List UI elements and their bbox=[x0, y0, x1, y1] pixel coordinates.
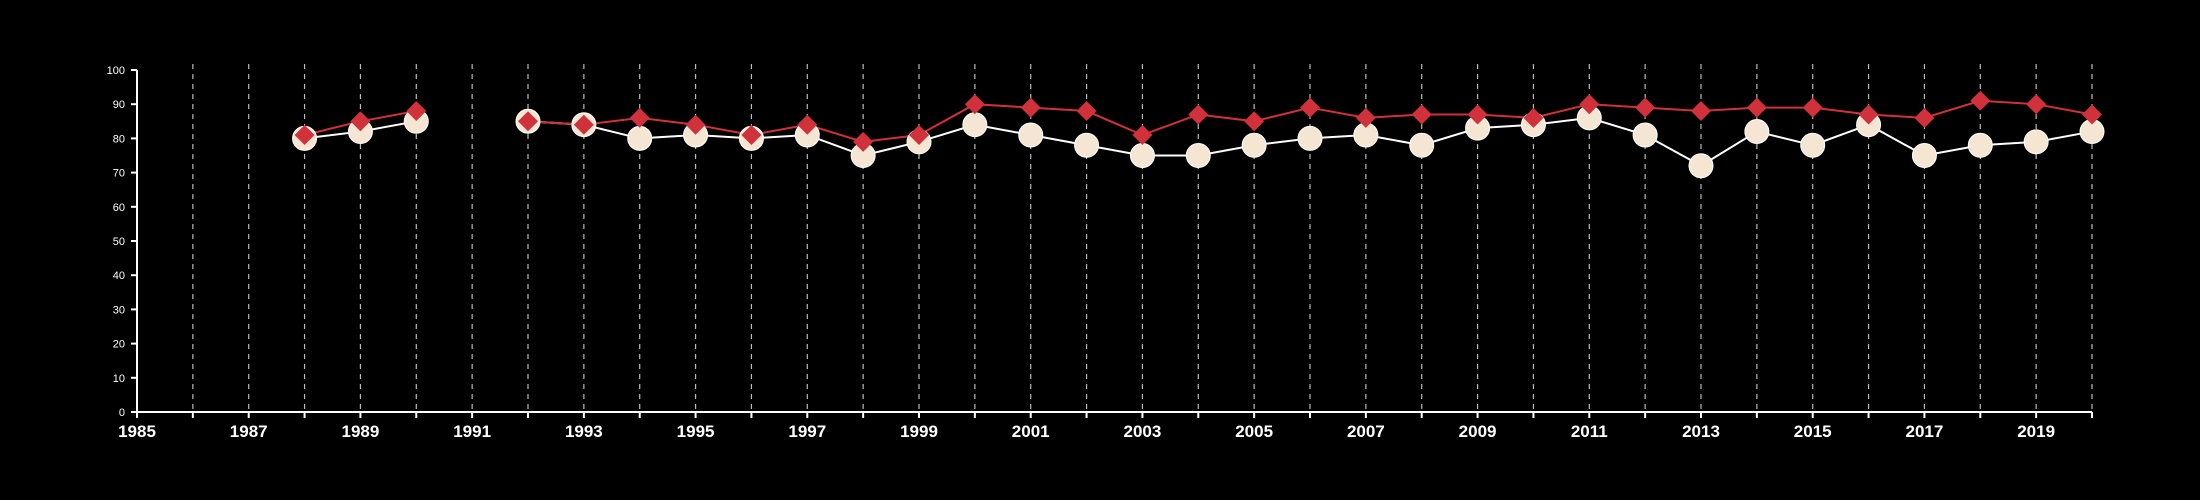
data-point-diamond bbox=[1132, 124, 1153, 145]
x-tick-label: 2005 bbox=[1235, 422, 1273, 441]
data-point-circle bbox=[1185, 143, 1211, 168]
data-point-diamond bbox=[1579, 94, 1600, 115]
data-point-circle bbox=[1297, 125, 1323, 151]
x-tick-label: 1997 bbox=[788, 422, 826, 441]
data-point-diamond bbox=[1244, 111, 1265, 132]
x-tick-label: 1987 bbox=[230, 422, 268, 441]
data-point-circle bbox=[1688, 153, 1714, 179]
data-point-diamond bbox=[1300, 97, 1320, 118]
data-point-circle bbox=[627, 125, 653, 151]
data-point-diamond bbox=[1691, 101, 1711, 122]
x-tick-label: 2009 bbox=[1459, 422, 1497, 441]
data-point-diamond bbox=[1746, 97, 1767, 118]
data-point-diamond bbox=[406, 101, 427, 122]
data-point-diamond bbox=[350, 111, 371, 132]
y-tick-label: 40 bbox=[113, 270, 125, 282]
data-point-diamond bbox=[2082, 104, 2102, 125]
axes bbox=[131, 69, 2093, 418]
y-tick-label: 30 bbox=[113, 304, 125, 316]
data-point-diamond bbox=[2026, 94, 2047, 115]
data-point-diamond bbox=[1467, 104, 1488, 125]
y-tick-label: 90 bbox=[113, 99, 125, 111]
x-tick-label: 2019 bbox=[2017, 422, 2055, 441]
series bbox=[292, 90, 2105, 179]
x-tick-label: 2011 bbox=[1571, 422, 1608, 441]
data-point-diamond bbox=[629, 107, 650, 128]
data-point-diamond bbox=[1635, 97, 1656, 118]
data-point-diamond bbox=[797, 114, 818, 135]
data-point-diamond bbox=[1355, 107, 1376, 128]
data-point-circle bbox=[2023, 129, 2049, 155]
x-tick-label: 1995 bbox=[677, 422, 715, 441]
data-point-diamond bbox=[1020, 97, 1041, 118]
data-point-circle bbox=[1074, 132, 1100, 158]
y-tick-label: 70 bbox=[113, 168, 125, 180]
data-point-circle bbox=[1409, 132, 1435, 158]
y-tick-label: 10 bbox=[113, 373, 125, 385]
data-point-diamond bbox=[573, 114, 594, 135]
tick-labels: 0 10 20 30 40 50 60 70 80 90 100 1985 1987 1989 1991 19… bbox=[107, 65, 2055, 441]
data-point-circle bbox=[1967, 132, 1993, 158]
data-point-circle bbox=[1632, 122, 1658, 148]
data-point-diamond bbox=[518, 111, 538, 132]
data-point-diamond bbox=[1523, 107, 1544, 128]
data-point-diamond bbox=[853, 131, 874, 152]
y-tick-label: 50 bbox=[113, 236, 125, 248]
data-point-diamond bbox=[964, 94, 985, 115]
data-point-circle bbox=[1800, 132, 1826, 158]
data-point-circle bbox=[1129, 143, 1155, 168]
gridlines bbox=[192, 64, 2093, 412]
data-point-circle bbox=[1911, 143, 1937, 168]
data-point-diamond bbox=[1858, 104, 1879, 125]
x-tick-label: 2001 bbox=[1012, 422, 1050, 441]
x-tick-label: 2017 bbox=[1906, 422, 1944, 441]
data-point-diamond bbox=[909, 124, 929, 145]
x-tick-label: 1991 bbox=[453, 422, 491, 441]
data-point-circle bbox=[962, 112, 988, 138]
data-point-diamond bbox=[741, 124, 762, 145]
x-tick-label: 2015 bbox=[1794, 422, 1832, 441]
x-tick-label: 1989 bbox=[342, 422, 380, 441]
data-point-diamond bbox=[685, 114, 706, 135]
x-tick-label: 2007 bbox=[1347, 422, 1385, 441]
data-point-diamond bbox=[1188, 104, 1209, 125]
data-point-diamond bbox=[1970, 90, 1991, 111]
data-point-diamond bbox=[1802, 97, 1823, 118]
x-tick-label: 1993 bbox=[565, 422, 603, 441]
data-point-diamond bbox=[1076, 101, 1097, 122]
data-point-circle bbox=[1241, 132, 1267, 158]
y-tick-label: 80 bbox=[113, 133, 125, 145]
y-tick-label: 20 bbox=[113, 339, 125, 351]
data-point-diamond bbox=[1914, 107, 1935, 128]
data-point-circle bbox=[1744, 119, 1770, 145]
x-tick-label: 2003 bbox=[1124, 422, 1162, 441]
x-tick-label: 1999 bbox=[900, 422, 938, 441]
x-tick-label: 1985 bbox=[118, 422, 156, 441]
x-tick-label: 2013 bbox=[1682, 422, 1720, 441]
y-tick-label: 0 bbox=[119, 407, 125, 419]
data-point-diamond bbox=[1411, 104, 1432, 125]
data-point-circle bbox=[1018, 122, 1044, 148]
data-point-diamond bbox=[294, 124, 315, 145]
y-tick-label: 60 bbox=[113, 202, 125, 214]
y-tick-label: 100 bbox=[107, 65, 125, 77]
